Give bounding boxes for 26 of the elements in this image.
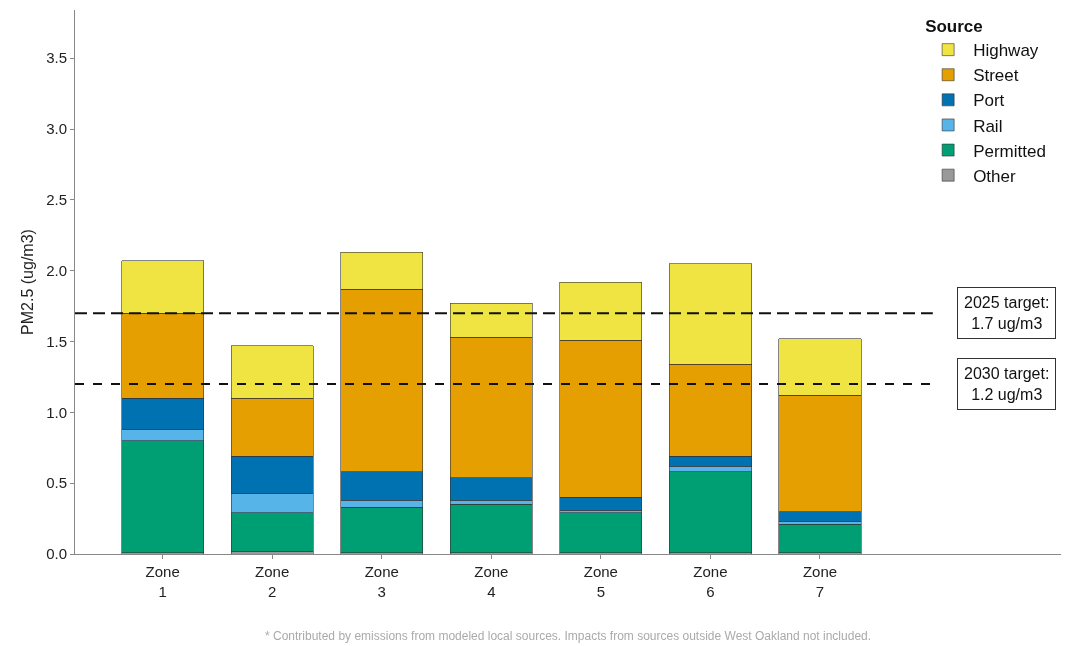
ref-line-label: 2030 target: 1.2 ug/m3: [964, 365, 1050, 403]
x-tick-label: Zone 3: [364, 563, 399, 600]
y-tick-label: 3.5: [46, 49, 67, 67]
legend-label: Street: [973, 66, 1019, 86]
legend-label: Port: [973, 91, 1005, 111]
text: * Contributed by emissions from modeled local sources. Impacts from sources outside West Oakland not included.: [265, 629, 872, 643]
y-tick-label: 2.0: [46, 261, 67, 279]
y-tick-label: 0.0: [46, 545, 67, 563]
legend-label: Rail: [973, 116, 1003, 136]
y-tick-label: 1.5: [46, 332, 67, 350]
legend-label: Permitted: [973, 141, 1046, 161]
y-tick-label: 3.0: [46, 120, 67, 138]
legend-title: Source: [925, 17, 983, 37]
y-axis-title: PM2.5 (ug/m3): [19, 229, 36, 335]
legend-label: Other: [973, 166, 1016, 186]
ref-line-label: 2025 target: 1.7 ug/m3: [964, 294, 1050, 332]
x-tick-label: Zone 6: [693, 563, 728, 600]
y-tick-label: 1.0: [46, 403, 67, 421]
x-tick-label: Zone 1: [145, 563, 180, 600]
x-tick-label: Zone 2: [255, 563, 290, 600]
x-tick-label: Zone 7: [802, 563, 838, 600]
y-tick-label: 2.5: [46, 191, 67, 209]
x-tick-label: Zone 5: [583, 563, 618, 600]
x-tick-label: Zone 4: [474, 563, 509, 600]
y-tick-label: 0.5: [46, 474, 67, 492]
legend-label: Highway: [973, 41, 1039, 61]
